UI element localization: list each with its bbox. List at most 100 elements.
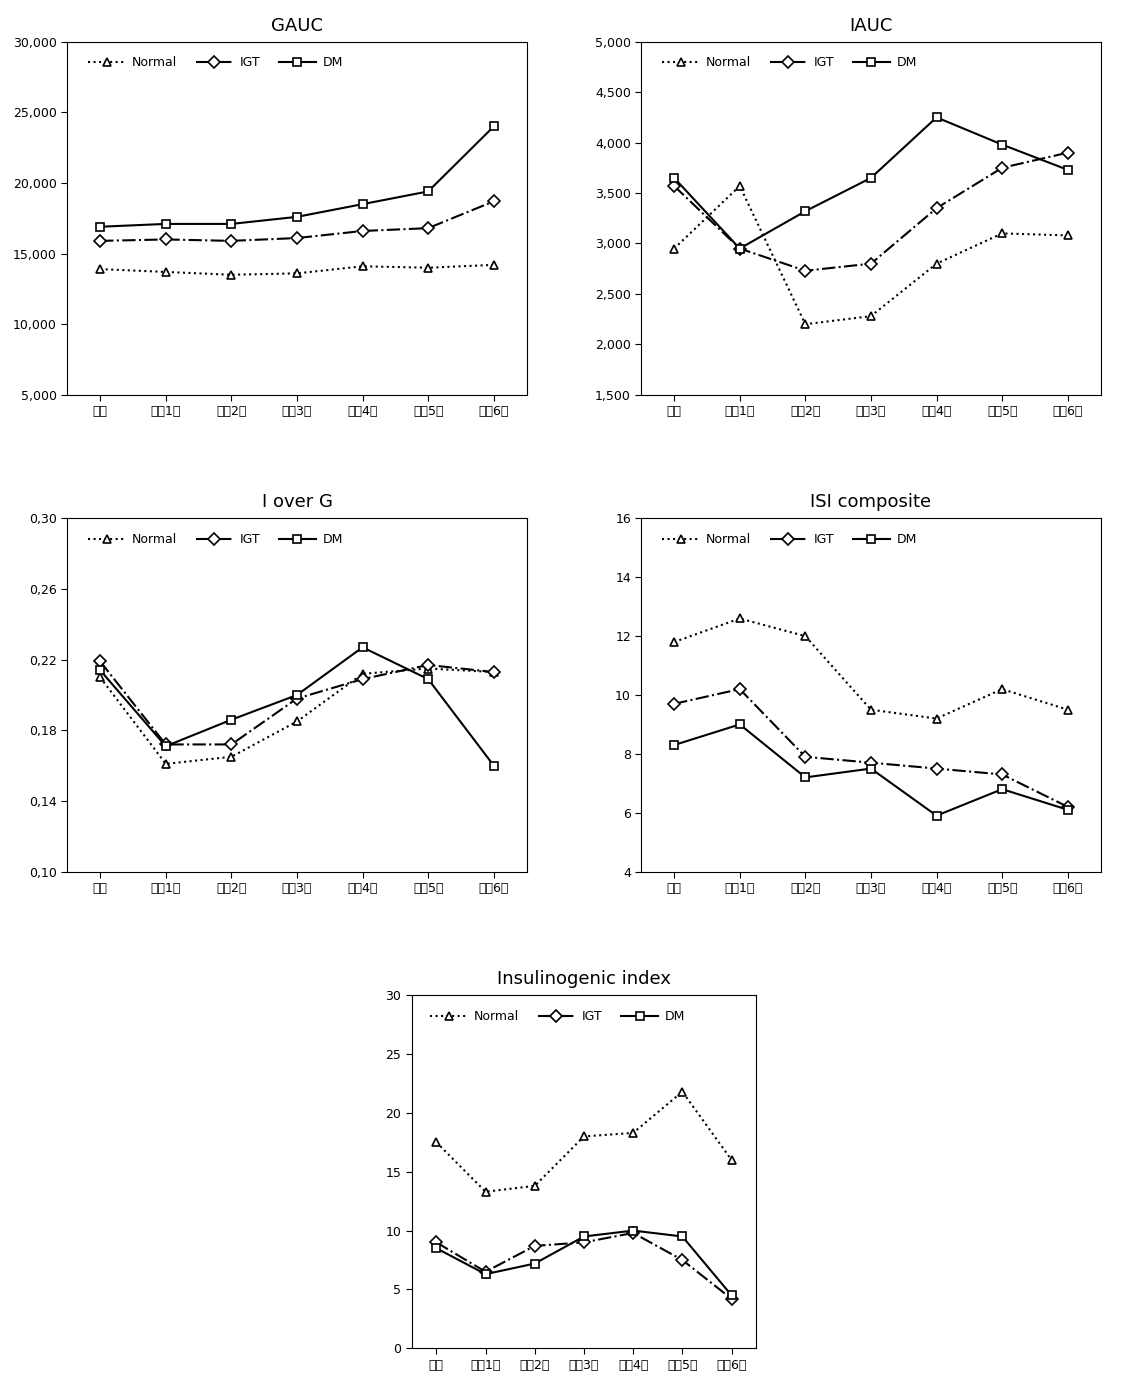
IGT	[421, 656, 435, 673]
Normal	[93, 261, 107, 278]
Line: Normal: Normal	[95, 261, 497, 279]
IGT	[356, 222, 369, 239]
DM	[930, 108, 943, 125]
Normal	[1061, 227, 1075, 243]
DM	[798, 769, 812, 785]
Line: DM: DM	[670, 113, 1072, 253]
Line: IGT: IGT	[670, 149, 1072, 275]
Normal	[1061, 702, 1075, 719]
DM	[487, 758, 501, 774]
IGT	[577, 1234, 591, 1251]
IGT	[667, 178, 681, 195]
DM	[93, 662, 107, 678]
Normal	[865, 307, 878, 324]
IGT	[865, 256, 878, 272]
DM	[667, 170, 681, 186]
IGT	[430, 1234, 444, 1251]
Title: GAUC: GAUC	[271, 17, 323, 35]
Normal	[487, 257, 501, 274]
IGT	[1061, 798, 1075, 815]
DM	[865, 170, 878, 186]
Normal	[487, 663, 501, 680]
IGT	[159, 737, 173, 753]
IGT	[487, 663, 501, 680]
IGT	[733, 240, 747, 257]
Line: IGT: IGT	[432, 1229, 736, 1302]
Line: IGT: IGT	[95, 197, 497, 245]
Normal	[627, 1125, 640, 1141]
Line: DM: DM	[670, 720, 1072, 820]
IGT	[930, 760, 943, 777]
DM	[430, 1240, 444, 1257]
IGT	[930, 200, 943, 217]
DM	[356, 196, 369, 213]
Normal	[225, 267, 238, 284]
IGT	[995, 766, 1008, 783]
DM	[528, 1255, 541, 1272]
IGT	[421, 220, 435, 236]
Normal	[667, 634, 681, 651]
Line: IGT: IGT	[95, 657, 497, 749]
IGT	[528, 1237, 541, 1254]
Legend: Normal, IGT, DM: Normal, IGT, DM	[424, 1005, 690, 1029]
IGT	[1061, 145, 1075, 161]
Line: Normal: Normal	[670, 182, 1072, 328]
DM	[356, 639, 369, 656]
IGT	[676, 1251, 690, 1268]
Normal	[930, 710, 943, 727]
DM	[225, 215, 238, 232]
Normal	[356, 259, 369, 275]
Title: Insulinogenic index: Insulinogenic index	[497, 970, 670, 988]
Line: Normal: Normal	[432, 1087, 736, 1195]
IGT	[159, 231, 173, 247]
Normal	[159, 264, 173, 281]
Line: DM: DM	[432, 1226, 736, 1300]
Normal	[995, 225, 1008, 242]
Normal	[290, 265, 303, 282]
Normal	[421, 260, 435, 277]
Line: DM: DM	[95, 122, 497, 231]
Title: I over G: I over G	[262, 493, 332, 512]
IGT	[93, 653, 107, 670]
Legend: Normal, IGT, DM: Normal, IGT, DM	[83, 51, 348, 75]
DM	[995, 136, 1008, 153]
Normal	[667, 240, 681, 257]
IGT	[290, 691, 303, 708]
IGT	[627, 1225, 640, 1241]
Legend: Normal, IGT, DM: Normal, IGT, DM	[657, 528, 922, 552]
DM	[733, 240, 747, 257]
Normal	[159, 756, 173, 773]
Title: IAUC: IAUC	[849, 17, 893, 35]
DM	[667, 737, 681, 753]
Normal	[733, 178, 747, 195]
DM	[798, 203, 812, 220]
Line: IGT: IGT	[670, 685, 1072, 810]
DM	[930, 808, 943, 824]
DM	[995, 781, 1008, 798]
DM	[1061, 161, 1075, 178]
Normal	[724, 1152, 738, 1169]
IGT	[667, 695, 681, 712]
Normal	[995, 681, 1008, 698]
Normal	[930, 256, 943, 272]
DM	[676, 1229, 690, 1245]
IGT	[290, 229, 303, 246]
DM	[865, 760, 878, 777]
DM	[478, 1266, 492, 1283]
Normal	[798, 316, 812, 332]
DM	[159, 738, 173, 755]
Normal	[356, 666, 369, 682]
Normal	[798, 628, 812, 645]
Normal	[528, 1177, 541, 1194]
IGT	[798, 263, 812, 279]
IGT	[225, 737, 238, 753]
Normal	[733, 610, 747, 627]
IGT	[724, 1290, 738, 1307]
DM	[627, 1222, 640, 1238]
Normal	[430, 1134, 444, 1151]
DM	[421, 671, 435, 688]
DM	[225, 712, 238, 728]
DM	[421, 183, 435, 200]
Normal	[290, 713, 303, 730]
DM	[1061, 802, 1075, 819]
